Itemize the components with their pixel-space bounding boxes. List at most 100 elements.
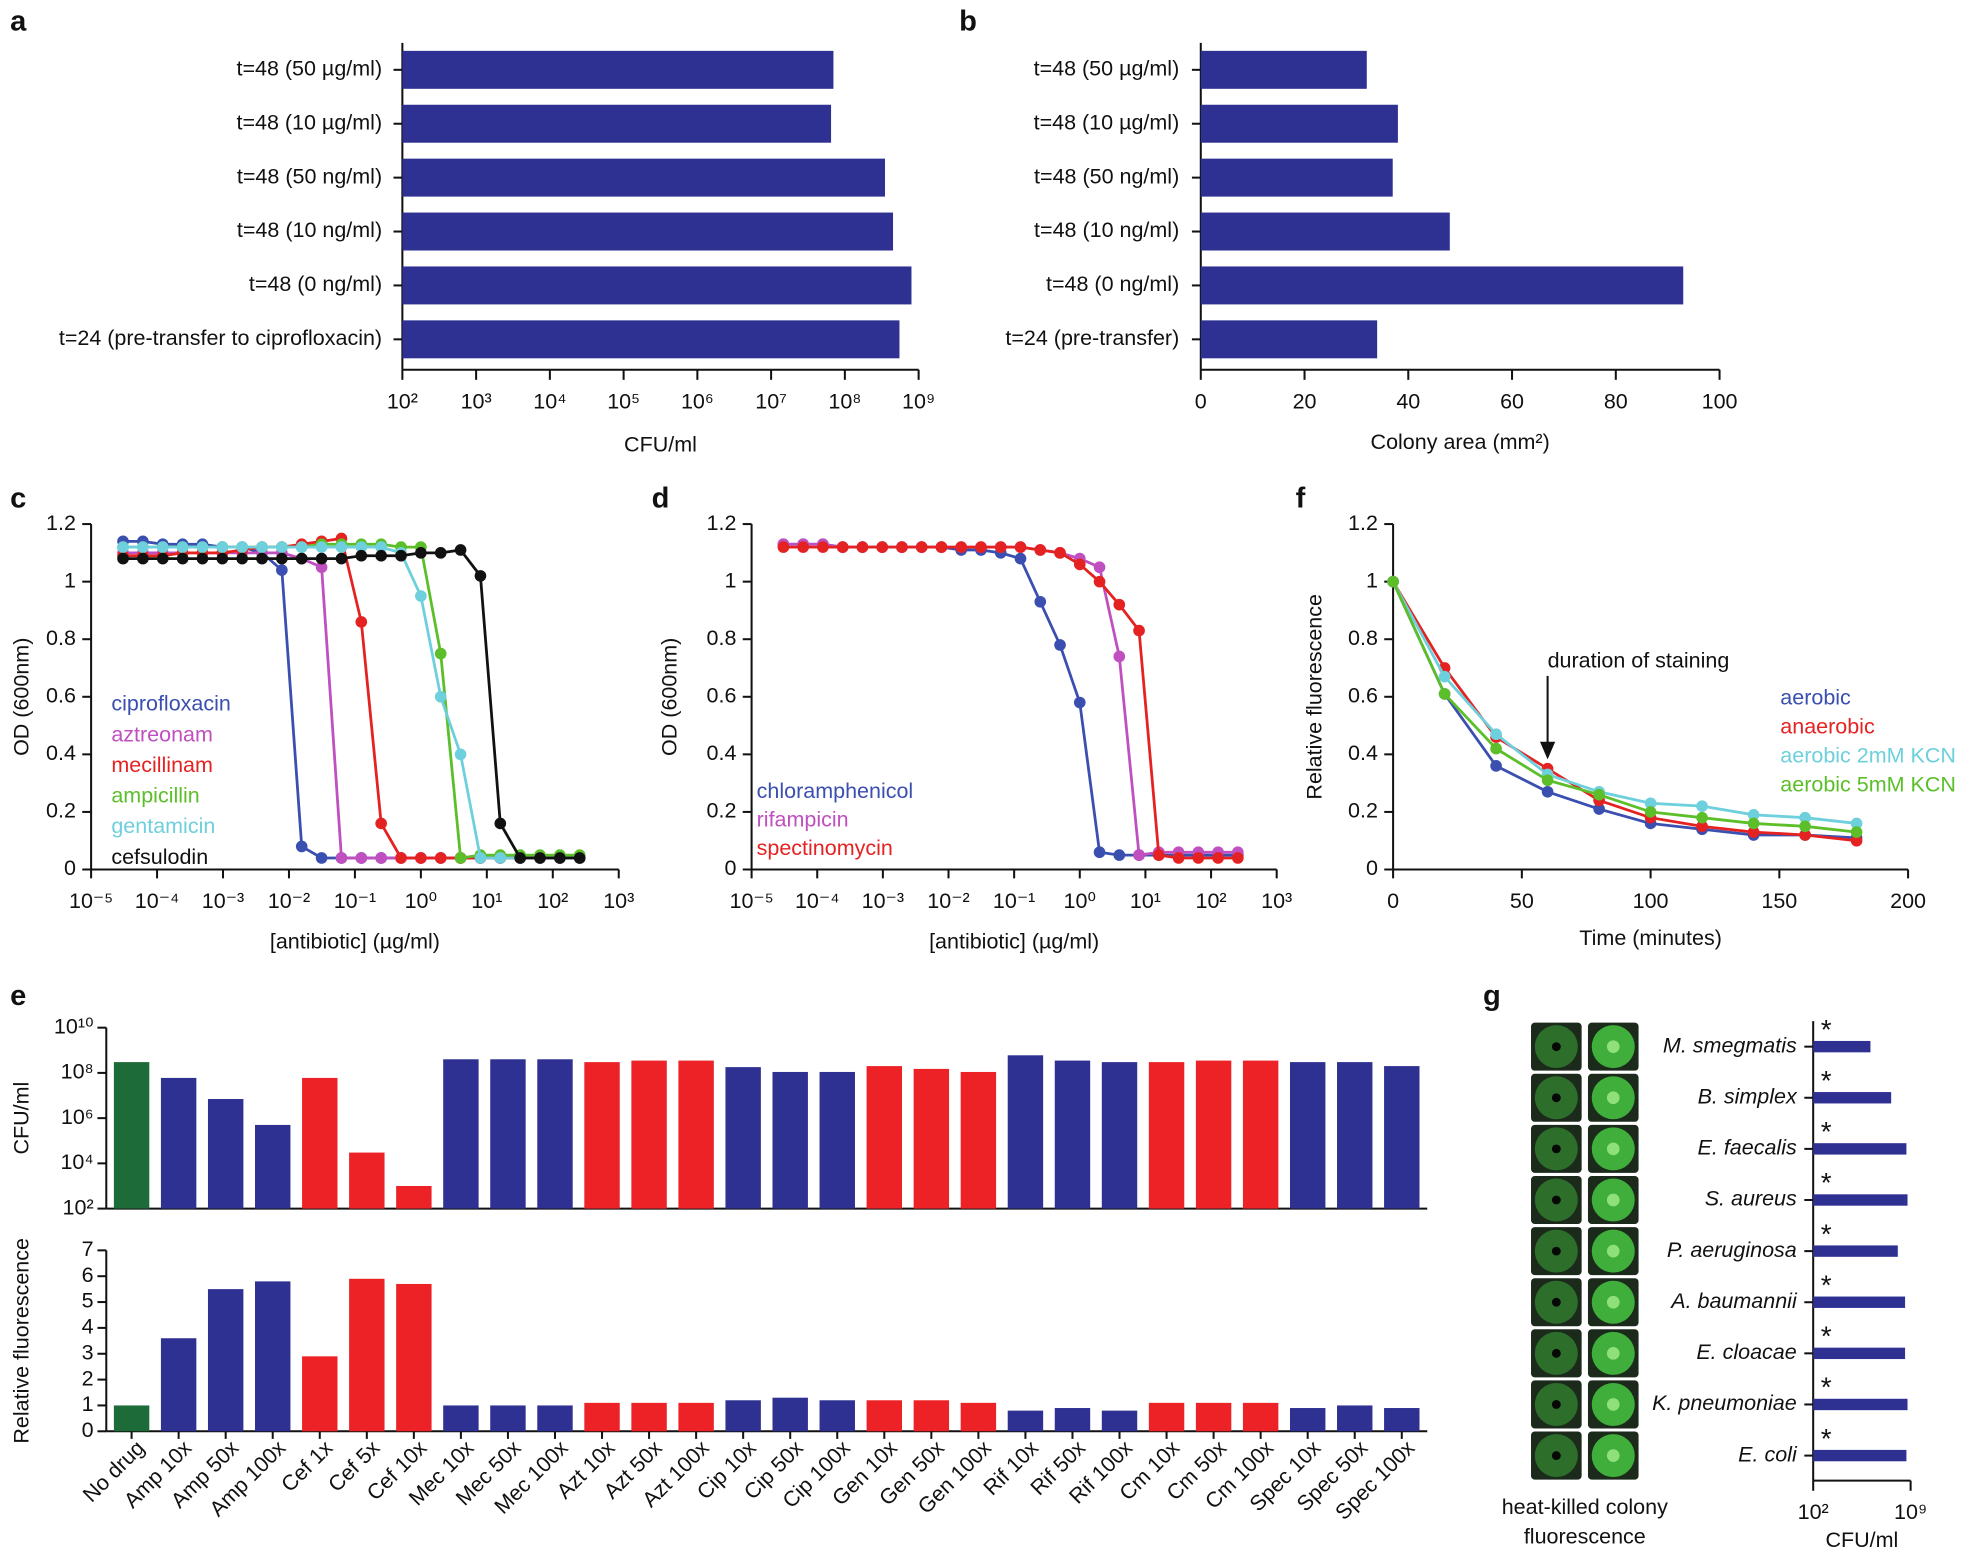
data-point — [896, 541, 908, 553]
data-point — [1747, 826, 1760, 838]
x-tick-label: 10⁰ — [1064, 889, 1097, 913]
data-point — [117, 541, 129, 553]
data-point — [514, 852, 526, 864]
bar — [396, 1185, 432, 1209]
x-axis-label: [antibiotic] (µg/ml) — [270, 930, 440, 954]
data-point — [315, 541, 328, 553]
x-tick-label: 20 — [1293, 389, 1317, 413]
bar — [725, 1067, 761, 1209]
colony-center — [1551, 1042, 1561, 1052]
y-tick-label: 6 — [82, 1263, 94, 1287]
colony-image — [1531, 1227, 1582, 1276]
bar — [960, 1402, 997, 1432]
annotation: duration of staining — [1548, 649, 1730, 673]
data-point — [1034, 595, 1047, 608]
legend-label: ampicillin — [111, 784, 199, 808]
colony-center — [1551, 1144, 1561, 1154]
y-tick-label: 7 — [82, 1237, 94, 1261]
y-tick-label: 10⁸ — [61, 1060, 94, 1084]
data-point — [494, 852, 507, 864]
y-tick-label: 0 — [724, 856, 736, 880]
data-point — [395, 852, 407, 864]
data-point — [355, 852, 368, 864]
data-point — [1113, 849, 1126, 861]
data-point — [117, 552, 129, 565]
y-tick-label: 1.2 — [46, 511, 76, 535]
y-tick-label: 0.4 — [1348, 741, 1378, 765]
x-tick-label: 10⁸ — [828, 389, 861, 413]
x-tick-label: 10⁻⁴ — [135, 889, 180, 913]
data-point — [355, 616, 368, 628]
data-point — [454, 544, 467, 556]
data-point — [994, 541, 1007, 553]
data-point — [256, 541, 268, 553]
legend-label: spectinomycin — [757, 836, 893, 860]
bar — [584, 1402, 620, 1432]
colony-image — [1531, 1124, 1582, 1173]
colony-image — [1587, 1124, 1639, 1173]
data-point — [196, 541, 209, 553]
y-tick-label: 0.2 — [46, 799, 76, 823]
category-label: E. cloacae — [1696, 1340, 1796, 1364]
data-point — [176, 541, 189, 553]
bar — [819, 1071, 855, 1209]
bar — [537, 1059, 573, 1209]
data-point — [1490, 742, 1502, 755]
data-point — [236, 552, 248, 565]
data-point — [935, 541, 948, 553]
bar — [402, 320, 900, 359]
colony-image — [1587, 1227, 1639, 1276]
bar — [1813, 1040, 1871, 1053]
x-tick-label: 10⁻¹ — [334, 889, 376, 913]
bar — [866, 1066, 903, 1209]
bar — [490, 1405, 526, 1432]
data-point — [434, 547, 447, 559]
data-point — [1644, 797, 1657, 810]
category-label: t=24 (pre-transfer to ciprofloxacin) — [59, 326, 382, 350]
bar — [402, 266, 912, 305]
y-tick-label: 0.6 — [46, 683, 76, 707]
x-tick-label: 10⁶ — [681, 389, 714, 413]
data-point — [1541, 774, 1554, 787]
bar — [772, 1397, 808, 1432]
data-point — [454, 748, 467, 761]
data-point — [335, 852, 348, 864]
bar — [396, 1283, 432, 1432]
colony-image — [1587, 1022, 1639, 1071]
bar — [584, 1062, 620, 1209]
x-tick-label: 200 — [1890, 889, 1926, 913]
bar — [207, 1099, 244, 1209]
data-point — [137, 552, 149, 565]
data-point — [216, 552, 229, 565]
x-tick-label: 10⁻² — [927, 889, 969, 913]
bar — [113, 1405, 150, 1432]
bar — [255, 1281, 291, 1432]
bar — [631, 1402, 667, 1432]
data-point — [573, 852, 586, 864]
data-point — [375, 541, 387, 553]
bar — [402, 212, 894, 251]
x-tick-label: 10⁻⁵ — [729, 889, 773, 913]
data-point — [216, 541, 229, 553]
data-point — [1644, 806, 1657, 818]
data-point — [1073, 696, 1086, 709]
data-point — [1850, 834, 1863, 847]
bar — [725, 1400, 761, 1432]
significance-mark: * — [1821, 1269, 1832, 1300]
y-tick-label: 0 — [1366, 856, 1378, 880]
panel-letter: f — [1296, 483, 1306, 515]
x-tick-label: 80 — [1604, 389, 1628, 413]
bar — [678, 1060, 714, 1209]
legend-label: aerobic 5mM KCN — [1780, 773, 1956, 797]
y-axis-label: Relative fluorescence — [1303, 594, 1327, 800]
data-point — [1850, 826, 1863, 838]
y-axis-label: CFU/ml — [9, 1082, 33, 1155]
data-point — [375, 852, 387, 864]
data-point — [315, 852, 328, 864]
data-point — [395, 549, 407, 562]
colony-image — [1531, 1175, 1582, 1225]
bar — [160, 1077, 197, 1209]
data-point — [1541, 785, 1554, 798]
bar — [1200, 50, 1367, 89]
